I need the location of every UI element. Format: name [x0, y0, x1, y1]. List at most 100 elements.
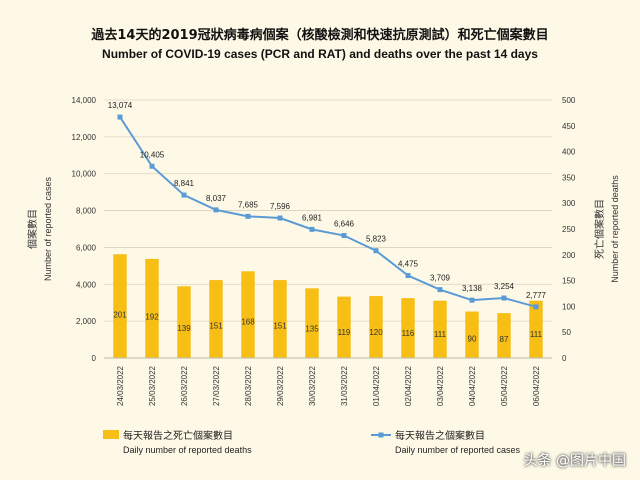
- x-tick-label: 01/04/2022: [372, 365, 381, 406]
- bar-data-label: 168: [241, 318, 255, 327]
- y-left-title-en: Number of reported cases: [43, 176, 53, 281]
- bar-deaths: [497, 313, 511, 358]
- x-tick-label: 30/03/2022: [308, 365, 317, 406]
- line-data-label: 3,138: [462, 284, 483, 293]
- y-right-tick-label: 350: [562, 173, 576, 182]
- legend-deaths-zh: 每天報告之死亡個案數目: [123, 429, 233, 442]
- y-left-tick-label: 10,000: [72, 170, 97, 179]
- y-left-tick-label: 14,000: [72, 96, 97, 105]
- line-point: [501, 295, 507, 301]
- bar-data-label: 135: [305, 325, 319, 334]
- line-point: [533, 304, 539, 310]
- y-left-tick-label: 6,000: [76, 243, 97, 252]
- x-tick-label: 06/04/2022: [532, 365, 541, 406]
- bar-deaths: [369, 296, 383, 358]
- bar-deaths: [177, 286, 191, 358]
- y-right-tick-label: 0: [562, 354, 567, 363]
- bar-deaths: [273, 280, 287, 358]
- line-data-label: 7,685: [238, 200, 259, 209]
- line-data-label: 7,596: [270, 202, 291, 211]
- line-data-label: 6,981: [302, 213, 323, 222]
- legend-cases-en: Daily number of reported cases: [395, 445, 521, 455]
- bar-deaths: [401, 298, 415, 358]
- chart-title-zh: 過去14天的2019冠狀病毒病個案（核酸檢測和快速抗原測試）和死亡個案數目: [91, 28, 549, 43]
- bar-deaths: [113, 254, 127, 358]
- y-left-tick-label: 12,000: [72, 133, 97, 142]
- x-tick-label: 26/03/2022: [180, 365, 189, 406]
- line-point: [277, 215, 283, 221]
- y-left-title-zh: 個案數目: [26, 209, 39, 249]
- bar-deaths: [209, 280, 223, 358]
- y-left-tick-label: 4,000: [76, 280, 97, 289]
- line-point: [373, 248, 379, 254]
- line-data-label: 4,475: [398, 260, 419, 269]
- bar-deaths: [529, 300, 543, 358]
- y-left-tick-label: 0: [92, 354, 97, 363]
- bar-deaths: [145, 258, 159, 358]
- line-point: [341, 233, 347, 239]
- line-point: [213, 207, 219, 213]
- y-left-tick-label: 8,000: [76, 207, 97, 216]
- bar-data-label: 151: [209, 321, 223, 330]
- bar-data-label: 111: [530, 330, 543, 339]
- line-data-label: 5,823: [366, 235, 387, 244]
- bar-data-label: 90: [468, 334, 477, 343]
- line-data-label: 8,841: [174, 179, 195, 188]
- x-tick-label: 25/03/2022: [148, 365, 157, 406]
- line-point: [117, 114, 123, 120]
- line-data-label: 3,709: [430, 274, 451, 283]
- bar-deaths: [241, 271, 255, 358]
- y-right-tick-label: 450: [562, 122, 576, 131]
- x-tick-label: 24/03/2022: [116, 365, 125, 406]
- chart-title-en: Number of COVID-19 cases (PCR and RAT) a…: [102, 47, 538, 61]
- bar-data-label: 192: [145, 312, 159, 321]
- line-data-label: 3,254: [494, 282, 515, 291]
- y-right-tick-label: 250: [562, 225, 576, 234]
- y-right-tick-label: 150: [562, 277, 576, 286]
- line-point: [245, 213, 251, 219]
- line-data-label: 2,777: [526, 291, 547, 300]
- line-point: [309, 226, 315, 232]
- bar-deaths: [337, 296, 351, 358]
- bar-data-label: 139: [177, 324, 191, 333]
- legend-swatch-deaths: [103, 430, 119, 439]
- bar-data-label: 119: [338, 328, 351, 337]
- x-tick-label: 03/04/2022: [436, 365, 445, 406]
- bar-deaths: [433, 300, 447, 358]
- bar-data-label: 116: [402, 329, 415, 338]
- line-data-label: 8,037: [206, 194, 227, 203]
- bar-data-label: 120: [369, 328, 383, 337]
- legend-cases-zh: 每天報告之個案數目: [395, 429, 485, 442]
- bar-deaths: [305, 288, 319, 358]
- line-point: [437, 287, 443, 293]
- x-tick-label: 05/04/2022: [500, 365, 509, 406]
- bar-data-label: 201: [113, 310, 127, 319]
- y-right-tick-label: 400: [562, 148, 576, 157]
- line-data-label: 10,405: [140, 150, 165, 159]
- y-right-tick-label: 300: [562, 199, 576, 208]
- y-right-title-zh: 死亡個案數目: [593, 199, 606, 259]
- y-right-title-en: Number of reported deaths: [610, 175, 620, 283]
- bar-data-label: 111: [434, 330, 447, 339]
- legend-marker-cases: [378, 432, 384, 438]
- line-point: [181, 192, 187, 198]
- watermark: 头条 @图片中国: [523, 453, 626, 469]
- bar-data-label: 87: [500, 335, 509, 344]
- x-tick-label: 31/03/2022: [340, 365, 349, 406]
- x-tick-label: 29/03/2022: [276, 365, 285, 406]
- bar-deaths: [465, 311, 479, 358]
- legend-deaths-en: Daily number of reported deaths: [123, 445, 252, 455]
- x-tick-label: 04/04/2022: [468, 365, 477, 406]
- bar-data-label: 151: [273, 321, 287, 330]
- x-tick-label: 27/03/2022: [212, 365, 221, 406]
- line-point: [405, 273, 411, 279]
- y-right-tick-label: 500: [562, 96, 576, 105]
- x-tick-label: 28/03/2022: [244, 365, 253, 406]
- y-right-tick-label: 50: [562, 328, 571, 337]
- y-left-tick-label: 2,000: [76, 317, 97, 326]
- line-point: [469, 297, 475, 303]
- line-cases: [119, 116, 537, 308]
- y-right-tick-label: 200: [562, 251, 576, 260]
- y-right-tick-label: 100: [562, 302, 576, 311]
